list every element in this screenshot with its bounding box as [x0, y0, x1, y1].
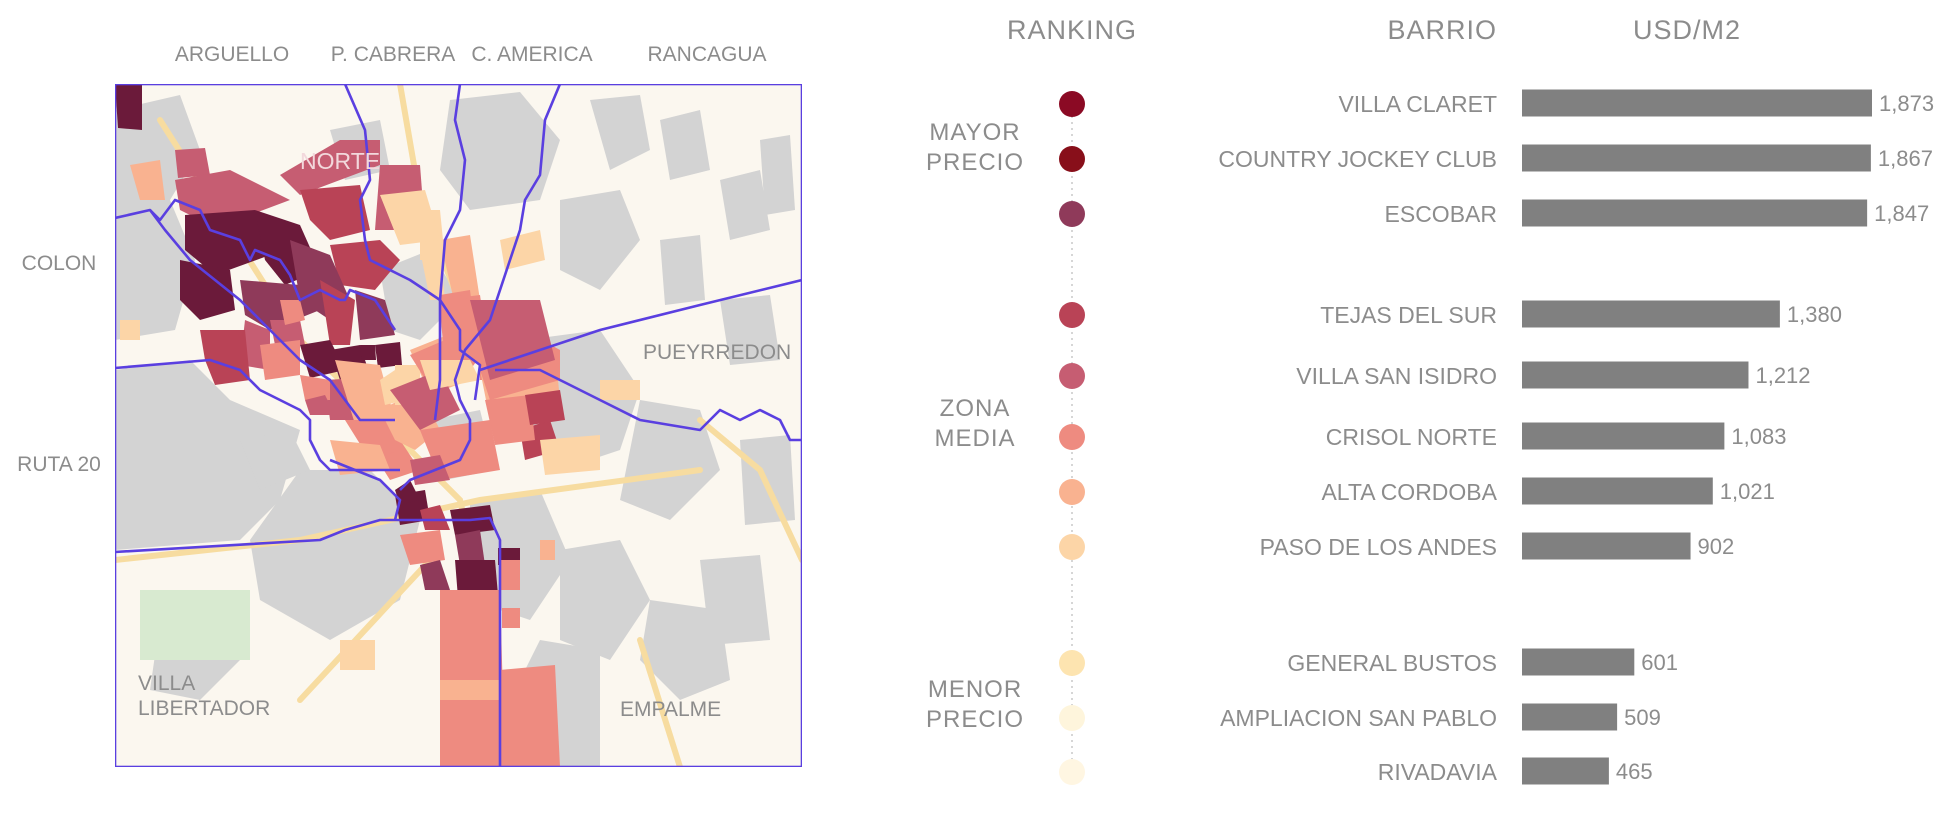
price-bar: [1522, 300, 1780, 328]
header-usd-m2: USD/M2: [1633, 15, 1741, 45]
map-label-p-cabrera: P. CABRERA: [331, 43, 456, 66]
column-headers: RANKING BARRIO USD/M2: [1007, 15, 1741, 45]
map-label-arguello: ARGUELLO: [175, 43, 289, 66]
barrio-label: AMPLIACION SAN PABLO: [1220, 705, 1497, 731]
price-bar: [1522, 422, 1725, 450]
map-label-rancagua: RANCAGUA: [647, 43, 766, 66]
ranking-group-labels: MAYOR PRECIO ZONA MEDIA MENOR PRECIO: [926, 119, 1024, 733]
barrio-label: ALTA CORDOBA: [1321, 479, 1497, 505]
barrio-labels: VILLA CLARET COUNTRY JOCKEY CLUB ESCOBAR TE…: [1218, 91, 1497, 785]
ranking-dot: [1059, 146, 1085, 172]
price-bar: [1522, 648, 1635, 676]
price-bar: [1522, 199, 1868, 227]
map-label-pueyrredon: PUEYRREDON: [643, 341, 791, 364]
price-bar: [1522, 532, 1691, 560]
price-value-label: 465: [1616, 759, 1653, 784]
price-value-label: 902: [1698, 534, 1735, 559]
price-bar: [1522, 361, 1749, 389]
header-ranking: RANKING: [1007, 15, 1137, 45]
price-value-label: 1,380: [1787, 302, 1842, 327]
price-value-label: 1,021: [1720, 479, 1775, 504]
ranking-dot: [1059, 302, 1085, 328]
barrio-label: GENERAL BUSTOS: [1287, 650, 1497, 676]
ranking-group-label: MAYOR: [929, 119, 1020, 146]
ranking-dot: [1059, 650, 1085, 676]
map-district-boundaries: [115, 84, 802, 767]
price-value-label: 509: [1624, 705, 1661, 730]
barrio-label: TEJAS DEL SUR: [1320, 302, 1497, 328]
ranking-dot: [1059, 479, 1085, 505]
map-label-empalme: EMPALME: [620, 698, 721, 721]
barrio-label: PASO DE LOS ANDES: [1260, 534, 1497, 560]
ranking-group-label: PRECIO: [926, 706, 1024, 733]
price-bars: [1522, 89, 1872, 785]
map-label-ruta-20: RUTA 20: [17, 453, 101, 476]
map-label-villa: VILLA: [138, 672, 195, 695]
price-value-label: 1,873: [1879, 91, 1934, 116]
map-label-libertador: LIBERTADOR: [138, 697, 270, 720]
price-value-labels: 1,873 1,867 1,847 1,380 1,212 1,083 1,021 902 60…: [1616, 91, 1934, 784]
price-bar: [1522, 477, 1713, 505]
map-park: [140, 590, 250, 660]
barrio-label: ESCOBAR: [1385, 201, 1497, 227]
ranking-dot: [1059, 534, 1085, 560]
barrio-label: VILLA CLARET: [1338, 91, 1497, 117]
ranking-dot: [1059, 759, 1085, 785]
ranking-dot: [1059, 363, 1085, 389]
price-bar: [1522, 757, 1609, 785]
barrio-label: RIVADAVIA: [1378, 759, 1498, 785]
price-value-label: 1,083: [1731, 424, 1786, 449]
price-value-label: 1,847: [1874, 201, 1929, 226]
ranking-group-label: MEDIA: [934, 425, 1015, 452]
price-bar: [1522, 89, 1872, 117]
map-label-norte: NORTE: [300, 148, 380, 174]
ranking-group-label: PRECIO: [926, 149, 1024, 176]
price-value-label: 601: [1641, 650, 1678, 675]
ranking-group-label: ZONA: [940, 395, 1011, 422]
price-bar: [1522, 144, 1871, 172]
barrio-label: CRISOL NORTE: [1326, 424, 1497, 450]
ranking-dots: [1059, 91, 1085, 785]
ranking-group-label: MENOR: [928, 676, 1022, 703]
map-label-c-america: C. AMERICA: [471, 43, 592, 66]
ranking-dot: [1059, 201, 1085, 227]
map-labels: ARGUELLO P. CABRERA C. AMERICA RANCAGUA …: [17, 43, 791, 721]
price-ranking-chart: RANKING BARRIO USD/M2 MAYOR PRECIO ZONA MED…: [926, 15, 1934, 785]
ranking-dot: [1059, 705, 1085, 731]
choropleth-map: ARGUELLO P. CABRERA C. AMERICA RANCAGUA …: [17, 43, 802, 767]
ranking-dot: [1059, 91, 1085, 117]
price-value-label: 1,212: [1755, 363, 1810, 388]
price-value-label: 1,867: [1878, 146, 1933, 171]
ranking-dot: [1059, 424, 1085, 450]
barrio-label: COUNTRY JOCKEY CLUB: [1218, 146, 1497, 172]
barrio-label: VILLA SAN ISIDRO: [1296, 363, 1497, 389]
price-bar: [1522, 703, 1618, 731]
header-barrio: BARRIO: [1387, 15, 1497, 45]
map-label-colon: COLON: [22, 252, 97, 275]
